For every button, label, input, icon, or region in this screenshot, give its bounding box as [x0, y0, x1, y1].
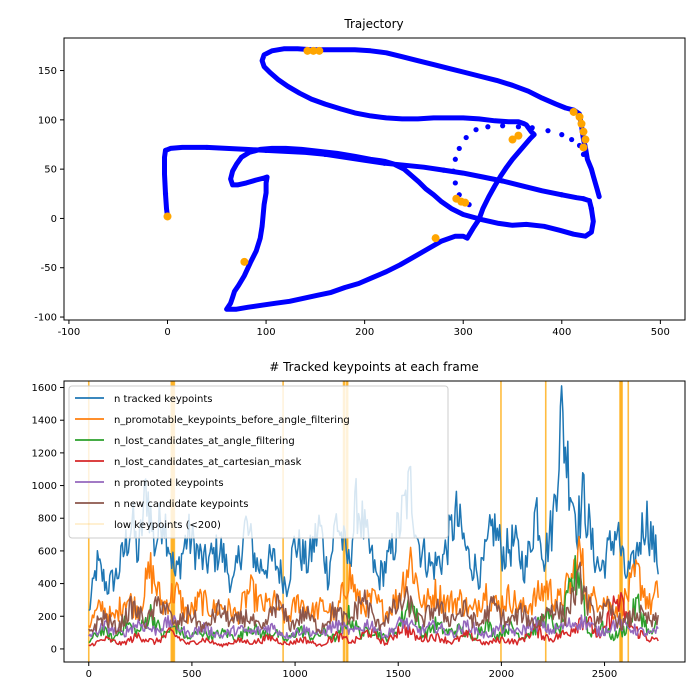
y-tick-label: 800: [38, 514, 57, 525]
y-tick-label: 50: [44, 165, 57, 176]
highlight-point: [514, 131, 523, 140]
series-line-4: [88, 614, 659, 640]
trajectory-panel: Trajectory -100 0 100 200 300 400 500 -100 -50 0…: [34, 17, 686, 338]
highlight-point: [431, 234, 440, 243]
series-line-0: [88, 385, 659, 612]
x-tick-label: 2000: [489, 669, 514, 680]
keypoints-x-ticks: 0 500 1000 1500 2000 2500: [86, 662, 617, 680]
trajectory-point: [463, 134, 469, 141]
trajectory-title: Trajectory: [343, 17, 403, 31]
y-tick-label: -50: [41, 263, 57, 274]
x-tick-label: 500: [651, 327, 670, 338]
highlight-point: [577, 119, 586, 128]
highlight-point: [240, 257, 249, 266]
trajectory-point: [580, 196, 587, 202]
trajectory-highlight-points: [163, 46, 590, 266]
x-tick-label: 1500: [385, 669, 410, 680]
keypoints-y-ticks: 0 200 400 600 800 1000 1200 1400 1600: [32, 383, 64, 655]
legend-label: n_promotable_keypoints_before_angle_filt…: [114, 415, 350, 426]
keypoints-panel: # Tracked keypoints at each frame 0 500 10…: [32, 360, 686, 680]
x-tick-label: -100: [58, 327, 81, 338]
x-tick-label: 500: [182, 669, 201, 680]
trajectory-point: [450, 168, 456, 174]
y-tick-label: 1200: [32, 448, 57, 459]
highlight-point: [508, 135, 517, 144]
x-tick-label: 100: [257, 327, 276, 338]
highlight-point: [309, 46, 318, 55]
highlight-point: [581, 135, 590, 144]
highlight-point: [315, 46, 324, 55]
trajectory-point: [580, 151, 587, 157]
trajectory-point: [500, 178, 506, 184]
keypoints-legend: n tracked keypoints n_promotable_keypoint…: [68, 385, 449, 539]
keypoints-series-lines: [88, 385, 659, 648]
trajectory-point: [381, 160, 387, 166]
y-tick-label: -100: [34, 313, 57, 324]
highlight-point: [579, 127, 588, 136]
trajectory-y-ticks: -100 -50 0 50 100 150: [34, 66, 64, 324]
x-tick-label: 0: [86, 669, 92, 680]
trajectory-point: [263, 147, 269, 154]
legend-frame: [68, 385, 449, 539]
trajectory-point: [452, 180, 458, 186]
legend-label: n_lost_candidates_at_cartesian_mask: [114, 457, 302, 468]
keypoints-title: # Tracked keypoints at each frame: [269, 360, 479, 374]
y-tick-label: 1600: [32, 383, 57, 394]
legend-label: n_lost_candidates_at_angle_filtering: [114, 436, 295, 447]
trajectory-point: [529, 125, 535, 131]
highlight-point: [579, 143, 588, 152]
highlight-point: [303, 46, 312, 55]
legend-label: n promoted keypoints: [114, 478, 224, 489]
trajectory-point: [586, 198, 592, 204]
y-tick-label: 600: [38, 546, 57, 557]
y-tick-label: 200: [38, 612, 57, 623]
x-tick-label: 2500: [592, 669, 617, 680]
x-tick-label: 0: [164, 327, 170, 338]
x-tick-label: 400: [552, 327, 571, 338]
highlight-point: [569, 107, 578, 116]
trajectory-point: [456, 145, 462, 152]
legend-label: low keypoints (<200): [114, 520, 221, 531]
y-tick-label: 1000: [32, 481, 57, 492]
y-tick-label: 400: [38, 579, 57, 590]
x-tick-label: 1000: [282, 669, 307, 680]
trajectory-point: [162, 147, 169, 154]
y-tick-label: 100: [38, 115, 57, 126]
trajectory-point: [559, 192, 565, 198]
trajectory-point: [588, 205, 594, 212]
legend-label: n tracked keypoints: [114, 394, 213, 405]
keypoints-axes-frame: [63, 380, 686, 663]
trajectory-axes-frame: [63, 37, 686, 321]
highlight-point: [163, 212, 172, 221]
trajectory-point: [440, 167, 447, 173]
y-tick-label: 0: [51, 644, 57, 655]
trajectory-point: [204, 144, 210, 151]
y-tick-label: 150: [38, 66, 57, 77]
trajectory-x-ticks: -100 0 100 200 300 400 500: [58, 320, 670, 338]
x-tick-label: 200: [355, 327, 374, 338]
trajectory-point: [545, 128, 551, 134]
trajectory-point: [485, 124, 491, 130]
series-line-5: [88, 561, 659, 635]
trajectory-point: [162, 191, 169, 197]
trajectory-point: [515, 124, 522, 130]
legend-label: n new candidate keypoints: [114, 499, 248, 510]
trajectory-point: [559, 132, 565, 138]
trajectory-point: [473, 127, 479, 133]
y-tick-label: 0: [51, 214, 57, 225]
y-tick-label: 1400: [32, 416, 57, 427]
series-line-2: [88, 555, 659, 644]
highlight-point: [575, 112, 584, 121]
trajectory-point: [500, 123, 506, 129]
trajectory-point: [452, 156, 458, 162]
trajectory-point: [322, 151, 328, 157]
trajectory-point: [569, 136, 575, 143]
highlight-point: [461, 198, 470, 207]
x-tick-label: 300: [454, 327, 473, 338]
